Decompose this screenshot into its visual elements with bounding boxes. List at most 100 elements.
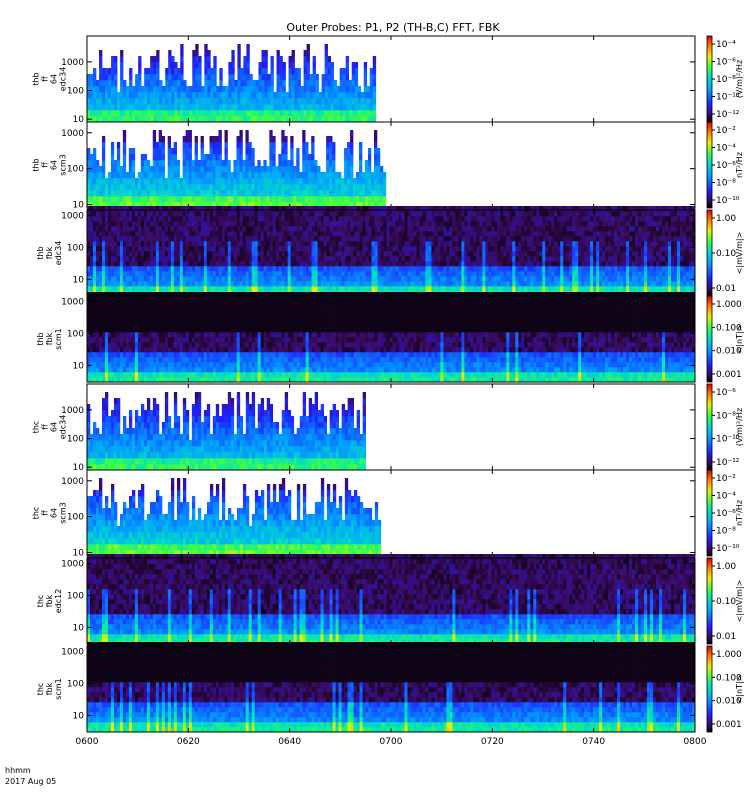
colorbar-label: nT²/Hz <box>735 500 744 526</box>
y-axis-label: ff <box>41 76 50 82</box>
colorbar-tick-label: 10⁻⁶ <box>716 388 736 398</box>
y-tick-label: 100 <box>67 591 84 601</box>
x-tick-label: 0640 <box>278 737 301 747</box>
spectrogram-image <box>87 478 382 557</box>
colorbar-tick-label: 0.100 <box>716 673 742 683</box>
colorbar-tick-label: 10⁻¹⁰ <box>716 435 740 445</box>
x-tick-label: 0700 <box>380 737 403 747</box>
colorbar-tick-label: 0.10 <box>716 249 736 259</box>
panel-5: 10 100 1000 thc ff 64 edc34 10⁻⁶ 10⁻⁸ 10⁻¹⁰ 10⁻¹² (… <box>32 383 744 473</box>
y-axis-label: 64 <box>50 422 59 432</box>
colorbar-tick-label: 1.00 <box>716 214 736 224</box>
colorbar-tick-label: 1.000 <box>716 650 742 660</box>
colorbar-tick-label: 0.001 <box>716 720 742 730</box>
colorbar <box>706 383 713 471</box>
y-tick-label: 1000 <box>61 212 84 222</box>
spectrogram-image <box>87 44 377 123</box>
colorbar-tick-label: 10⁻⁸ <box>716 179 736 189</box>
colorbar-tick-label: 10⁻⁶ <box>716 161 736 171</box>
y-tick-label: 10 <box>73 201 85 211</box>
colorbar-tick-label: 10⁻⁶ <box>716 509 736 519</box>
spectrogram-image <box>87 206 696 297</box>
y-axis-label: ff <box>41 162 50 168</box>
colorbar-tick-label: 1.000 <box>716 300 742 310</box>
y-axis-label: 64 <box>50 160 59 170</box>
panel-6: 10 100 1000 thc ff 64 scm3 10⁻² 10⁻⁴ 10⁻⁶ 10⁻⁸ 10⁻¹… <box>32 469 744 559</box>
y-axis-label: scm3 <box>59 154 68 175</box>
colorbar-tick-label: 10⁻¹² <box>716 458 740 468</box>
colorbar-label: <|nT|> <box>735 325 744 354</box>
colorbar-tick-label: 10⁻⁴ <box>716 40 736 50</box>
colorbar <box>706 209 713 297</box>
y-tick-label: 10 <box>73 361 85 371</box>
y-axis-label: thb <box>36 246 45 259</box>
y-axis-label: thc <box>32 507 41 520</box>
x-tick-label: 0720 <box>481 737 504 747</box>
y-axis-label: edc34 <box>54 241 63 266</box>
y-tick-label: 100 <box>67 243 84 253</box>
y-tick-label: 100 <box>67 87 84 97</box>
colorbar-label: nT²/Hz <box>735 152 744 178</box>
colorbar-label: <|mV/m|> <box>735 232 744 275</box>
colorbar <box>706 121 713 209</box>
colorbar <box>706 469 713 557</box>
y-tick-label: 1000 <box>61 298 84 308</box>
panel-4: 10 100 1000 thb fbk scm1 1.000 0.100 0.010 0.001 <… <box>36 292 744 383</box>
y-tick-label: 1000 <box>61 648 84 658</box>
y-axis-label: thb <box>32 72 41 85</box>
y-axis-label: ff <box>41 424 50 430</box>
y-tick-label: 1000 <box>61 58 84 68</box>
time-axis: 0600 0620 0640 0700 0720 0740 0800 <box>76 737 707 747</box>
colorbar-label: <|nT|> <box>735 675 744 704</box>
y-axis-label: thb <box>32 158 41 171</box>
colorbar-label: (V/m)²/Hz <box>735 60 744 98</box>
colorbar-tick-label: 0.010 <box>716 347 742 357</box>
colorbar-tick-label: 10⁻¹² <box>716 110 740 120</box>
y-tick-label: 1000 <box>61 560 84 570</box>
colorbar-tick-label: 0.01 <box>716 284 736 294</box>
y-axis-label: fbk <box>45 332 54 345</box>
colorbar-tick-label: 10⁻² <box>716 474 736 484</box>
colorbar-tick-label: 10⁻¹⁰ <box>716 196 740 206</box>
y-axis-label: scm1 <box>54 678 63 699</box>
colorbar-tick-label: 0.001 <box>716 370 742 380</box>
y-axis-label: thc <box>32 421 41 434</box>
spectrogram-image <box>87 392 366 471</box>
y-axis-label: thc <box>36 683 45 696</box>
colorbar-tick-label: 10⁻⁸ <box>716 75 736 85</box>
colorbar <box>706 557 713 645</box>
y-axis-label: ff <box>41 510 50 516</box>
y-tick-label: 10 <box>73 275 85 285</box>
spectrogram-image <box>87 642 696 733</box>
y-tick-label: 10 <box>73 463 85 473</box>
colorbar-tick-label: 1.00 <box>716 562 736 572</box>
x-tick-label: 0620 <box>177 737 200 747</box>
panel-2: 10 100 1000 thb ff 64 scm3 10⁻² 10⁻⁴ 10⁻⁶ 10⁻⁸ 10⁻¹… <box>32 121 744 211</box>
y-axis-label: fbk <box>45 594 54 607</box>
y-axis-label: scm3 <box>59 502 68 523</box>
y-axis-label: scm1 <box>54 328 63 349</box>
y-tick-label: 100 <box>67 513 84 523</box>
colorbar-tick-label: 10⁻¹⁰ <box>716 544 740 554</box>
x-tick-label: 0800 <box>684 737 707 747</box>
y-tick-label: 100 <box>67 329 84 339</box>
panel-7: 10 100 1000 thc fbk edc12 1.00 0.10 0.01 <|mV/m|> <box>36 554 744 645</box>
time-axis-date: 2017 Aug 05 <box>5 777 56 786</box>
colorbar-tick-label: 10⁻² <box>716 126 736 136</box>
colorbar-tick-label: 10⁻⁴ <box>716 492 736 502</box>
y-axis-label: fbk <box>45 246 54 259</box>
panel-1: 10 100 1000 thb ff 64 edc34 10⁻⁴ 10⁻⁶ 10⁻⁸ 10⁻¹⁰ 10… <box>32 35 744 125</box>
colorbar-tick-label: 10⁻⁴ <box>716 144 736 154</box>
colorbar-tick-label: 0.10 <box>716 597 736 607</box>
y-axis-label: thc <box>36 595 45 608</box>
y-axis-label: fbk <box>45 682 54 695</box>
y-tick-label: 1000 <box>61 129 84 139</box>
y-tick-label: 10 <box>73 623 85 633</box>
colorbar <box>706 35 713 123</box>
y-axis-label: edc34 <box>59 67 68 92</box>
y-axis-label: edc12 <box>54 589 63 614</box>
spectrogram-image <box>87 554 696 645</box>
y-tick-label: 1000 <box>61 406 84 416</box>
